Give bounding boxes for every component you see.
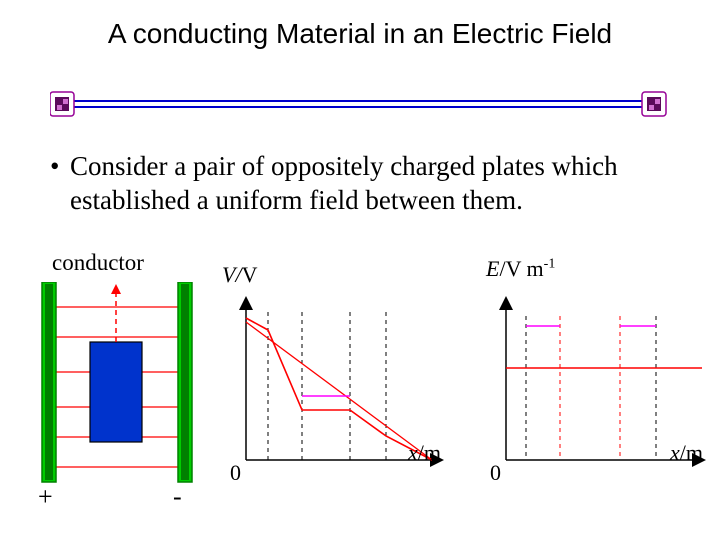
plates-svg — [38, 282, 198, 512]
v-potential-chart: V/V 0 x/m — [230, 260, 460, 490]
e-x-axis-label: x/m — [670, 440, 703, 466]
v-y-axis-label: V/V — [222, 262, 257, 288]
v-x-axis-label: x/m — [408, 440, 441, 466]
e-zero-label: 0 — [490, 460, 501, 486]
plates-diagram: + - — [38, 282, 198, 502]
e-y-sup: -1 — [544, 257, 556, 272]
page-title: A conducting Material in an Electric Fie… — [0, 0, 720, 50]
minus-sign: - — [173, 482, 182, 512]
e-y-prefix: E — [486, 256, 499, 281]
v-zero-label: 0 — [230, 460, 241, 486]
v-x-unit: /m — [418, 440, 441, 465]
e-field-chart: E/V m-1 0 x/m — [490, 260, 718, 490]
bullet-content: Consider a pair of oppositely charged pl… — [70, 151, 618, 215]
v-y-prefix: V/ — [222, 262, 242, 287]
e-y-axis-label: E/V m-1 — [486, 256, 555, 282]
e-x-unit: /m — [680, 440, 703, 465]
bullet-text-block: • Consider a pair of oppositely charged … — [70, 150, 720, 218]
e-x-prefix: x — [670, 440, 680, 465]
e-y-suffix: /V m — [499, 256, 543, 281]
decorative-divider — [50, 90, 670, 118]
divider-svg — [50, 90, 670, 118]
conductor-label: conductor — [52, 250, 144, 276]
v-y-unit: V — [242, 262, 258, 287]
bullet-dot: • — [50, 150, 59, 184]
plus-sign: + — [38, 482, 53, 512]
v-x-prefix: x — [408, 440, 418, 465]
